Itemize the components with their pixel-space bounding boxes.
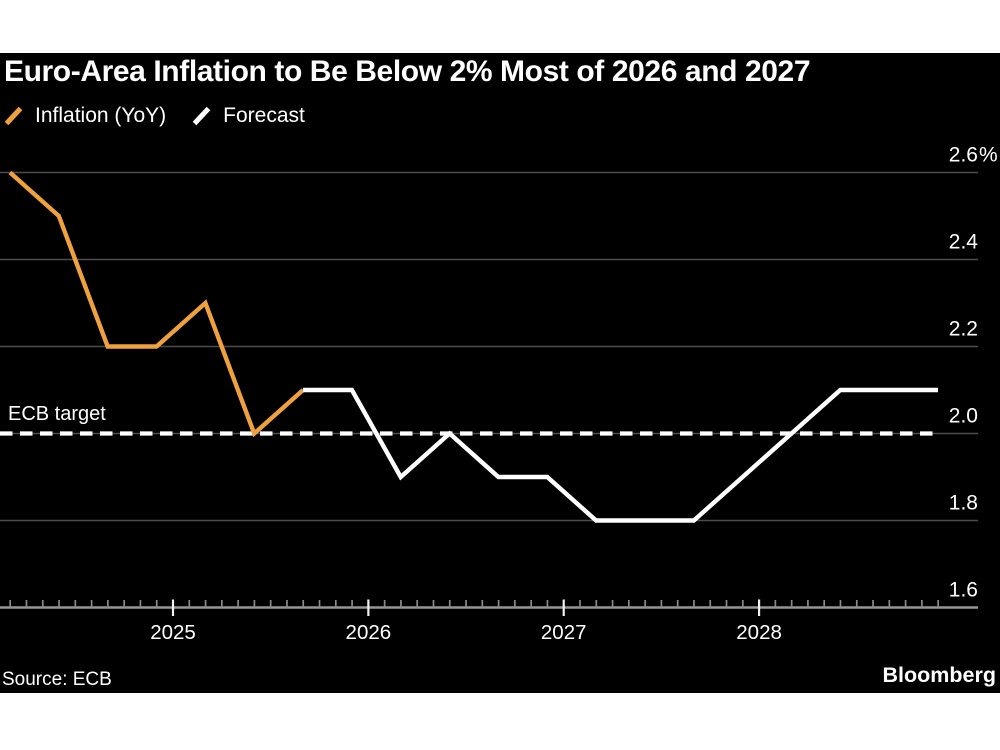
chart-title: Euro-Area Inflation to Be Below 2% Most … [4,55,811,88]
forecast-slash-icon [192,106,211,126]
svg-text:1.8: 1.8 [949,492,978,515]
svg-text:2.6: 2.6 [949,144,978,167]
svg-text:%: % [979,144,998,167]
svg-text:2.4: 2.4 [949,231,979,254]
svg-text:2026: 2026 [346,621,392,644]
legend-item-inflation: Inflation (YoY) [4,104,166,128]
svg-text:2028: 2028 [736,621,782,644]
svg-text:2027: 2027 [541,621,587,644]
svg-text:1.6: 1.6 [949,579,978,602]
legend: Inflation (YoY) Forecast [4,104,305,128]
legend-label-forecast: Forecast [223,104,305,127]
inflation-slash-icon [4,106,23,126]
chart-panel: 2.6% 2.4 2.2 2.0 1.8 1.6 2025 2026 2027 2028 Euro… [0,53,1000,693]
footer-row: Source: ECB Bloomberg [0,663,1000,691]
svg-text:2025: 2025 [150,621,196,644]
svg-text:2.2: 2.2 [949,318,978,341]
svg-text:2.0: 2.0 [949,405,978,428]
ecb-target-label: ECB target [8,403,106,425]
source-label: Source: ECB [2,669,112,690]
bloomberg-logo: Bloomberg [882,663,996,687]
legend-label-inflation: Inflation (YoY) [35,104,167,127]
legend-item-forecast: Forecast [192,104,305,128]
inflation-line-chart: 2.6 % 2.4 2.2 2.0 1.8 1.6 2025 2026 2027 2028 [0,144,998,644]
